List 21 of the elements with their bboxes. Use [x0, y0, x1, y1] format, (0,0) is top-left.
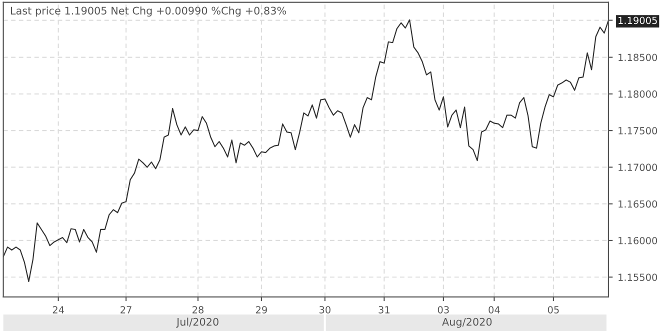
x-tick-label: 28 — [192, 306, 204, 314]
x-tick-label: 31 — [378, 306, 390, 314]
x-tick-label: 30 — [320, 306, 330, 314]
y-tick-label: 1.19005 — [618, 16, 657, 24]
chart-title: Last price 1.19005 Net Chg +0.00990 %Chg +0.83% — [10, 6, 286, 17]
x-tick-label: 04 — [488, 306, 500, 314]
y-tick-label: 1.16000 — [618, 236, 658, 244]
y-tick-label: 1.18000 — [618, 90, 658, 98]
x-tick-label: 03 — [438, 306, 449, 314]
y-tick-label: 1.16500 — [618, 200, 658, 208]
text: Jul/2020 — [176, 318, 218, 328]
y-tick-label: 1.17000 — [618, 164, 658, 172]
y-tick-label: 1.18500 — [618, 54, 658, 62]
x-tick-label: 24 — [52, 306, 64, 314]
y-tick-label: 1.17500 — [618, 127, 658, 134]
line-series — [3, 19, 608, 282]
x-tick-label: 27 — [120, 306, 132, 314]
x-tick-label: 05 — [548, 306, 559, 314]
x-tick-label: 29 — [256, 306, 267, 314]
text: Aug/2020 — [442, 318, 492, 328]
y-tick-label: 1.15500 — [618, 274, 658, 281]
